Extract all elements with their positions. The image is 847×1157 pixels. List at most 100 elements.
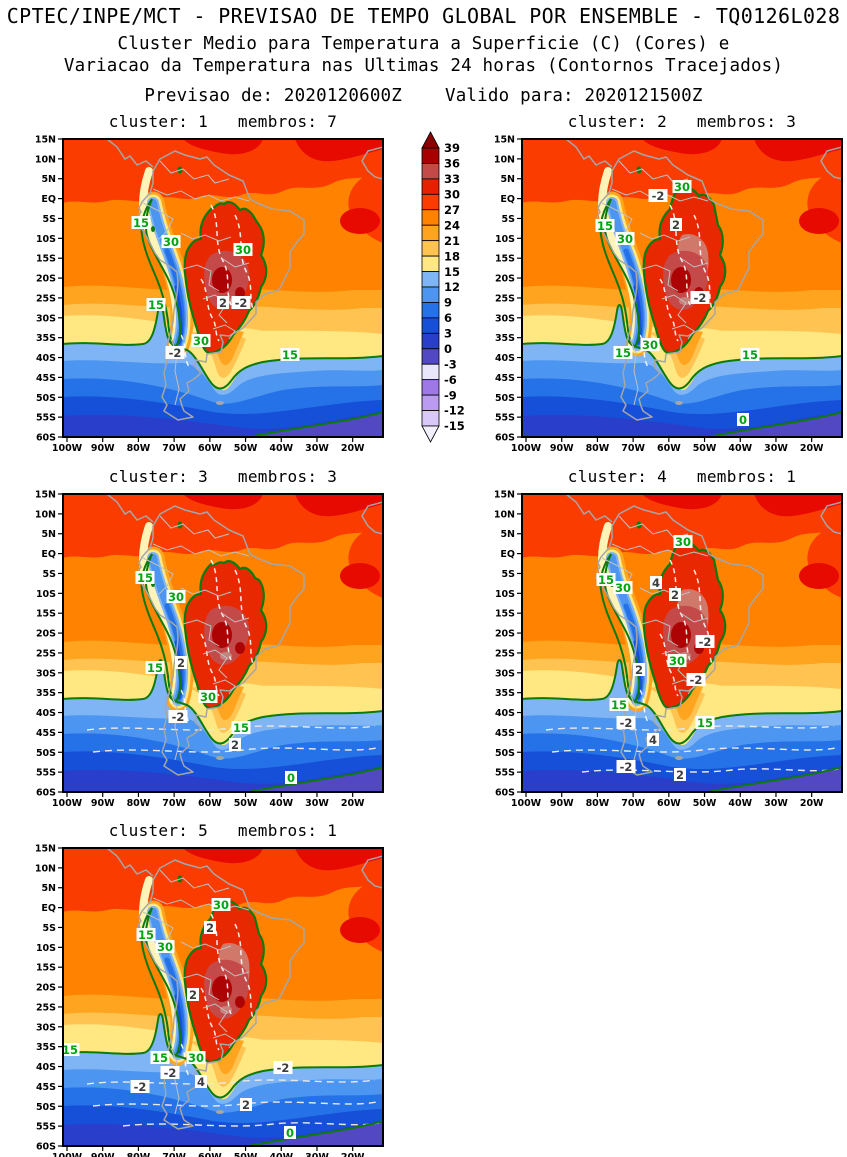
colorbar-band <box>421 147 440 164</box>
svg-text:30: 30 <box>642 338 658 352</box>
lon-axis-label: 100W <box>52 1152 83 1157</box>
lat-axis-label: 10N <box>35 509 56 520</box>
lat-axis-label: 55S <box>495 768 515 779</box>
central-america-coastline <box>106 139 154 168</box>
colorbar-tick-label: -9 <box>444 388 457 402</box>
svg-text:2: 2 <box>189 988 197 1002</box>
isotherm-label: 30 <box>161 235 181 249</box>
svg-text:30: 30 <box>213 898 229 912</box>
lat-axis-label: 5N <box>41 529 56 540</box>
cluster-1-title: cluster: 1 membros: 7 <box>108 112 338 131</box>
colorbar-band <box>421 193 440 211</box>
isotherm-label: 30 <box>640 338 660 352</box>
colorbar-band <box>421 271 440 288</box>
svg-text:30: 30 <box>617 232 633 246</box>
variation-label: 2 <box>187 988 199 1002</box>
lat-axis-label: 5N <box>41 883 56 894</box>
lat-axis-label: 5S <box>502 569 516 580</box>
isotherm-label: 30 <box>166 590 186 604</box>
lon-axis-label: 30W <box>764 443 788 454</box>
isotherm-label: 15 <box>62 1043 80 1057</box>
svg-text:30: 30 <box>235 243 251 257</box>
country-border <box>222 613 250 623</box>
variation-label: -2 <box>695 635 715 649</box>
lat-axis-label: 30S <box>36 668 56 679</box>
country-border <box>641 619 679 647</box>
lat-axis-label: 10N <box>494 154 515 165</box>
lon-axis-label: 50W <box>234 1152 258 1157</box>
isotherm-label: 15 <box>740 348 760 362</box>
colorbar-tick-label: 15 <box>444 265 460 279</box>
cluster-4-map: 30153030151542-22-2-24-2215N10N5NEQ5S10S… <box>494 490 843 809</box>
lat-axis-label: 15S <box>36 963 56 974</box>
country-border <box>202 1003 228 1033</box>
lon-axis-label: 60W <box>657 443 681 454</box>
isotherm-label: 15 <box>131 216 151 230</box>
svg-text:15: 15 <box>138 928 154 942</box>
lat-axis-label: 25S <box>36 293 56 304</box>
colorbar-band <box>421 240 440 257</box>
lat-axis-label: 35S <box>495 333 515 344</box>
variation-label: -2 <box>690 291 710 305</box>
colorbar-tick-label: 0 <box>444 342 452 356</box>
svg-text:30: 30 <box>615 581 631 595</box>
svg-text:-2: -2 <box>172 710 185 724</box>
lon-axis-label: 40W <box>728 798 752 809</box>
country-border <box>212 324 236 340</box>
lat-axis-label: 10N <box>35 154 56 165</box>
variation-label: 2 <box>204 921 216 935</box>
colorbar-band <box>421 363 440 381</box>
svg-text:2: 2 <box>672 218 680 232</box>
svg-text:15: 15 <box>697 716 713 730</box>
variation-label: 4 <box>650 576 662 590</box>
lat-axis-label: 25S <box>495 648 515 659</box>
isotherm-label: 15 <box>595 219 615 233</box>
isotherm-label: 30 <box>615 232 635 246</box>
country-border <box>202 649 228 679</box>
svg-text:-2: -2 <box>620 716 633 730</box>
lat-axis-label: 10S <box>36 234 56 245</box>
colorbar-tick-label: 24 <box>444 218 460 232</box>
isotherm-label: 0 <box>284 1126 296 1140</box>
colorbar-tick-label: -6 <box>444 373 457 387</box>
subtitle-line2: Variacao da Temperatura nas Ultimas 24 h… <box>63 56 784 76</box>
country-border <box>629 338 639 406</box>
svg-text:0: 0 <box>739 413 747 427</box>
lat-axis-label: 55S <box>36 768 56 779</box>
svg-text:15: 15 <box>62 1043 78 1057</box>
lat-axis-label: 50S <box>36 748 56 759</box>
isotherm-label: 15 <box>231 721 251 735</box>
colorbar-tick-label: 12 <box>444 280 460 294</box>
lat-axis-label: 30S <box>495 313 515 324</box>
lat-axis-label: 60S <box>495 433 515 444</box>
lon-axis-label: 100W <box>511 443 542 454</box>
svg-text:15: 15 <box>615 346 631 360</box>
forecast-validity-line: Previsao de: 2020120600Z Valido para: 20… <box>144 86 703 106</box>
country-border <box>182 973 220 1001</box>
svg-text:15: 15 <box>152 1051 168 1065</box>
islands <box>675 756 683 760</box>
country-border <box>639 587 691 597</box>
lon-axis-label: 50W <box>234 443 258 454</box>
isotherm-label: 15 <box>135 571 155 585</box>
isotherm-label: 15 <box>150 1051 170 1065</box>
lat-axis-label: 50S <box>36 393 56 404</box>
colorbar-tick-label: 33 <box>444 172 460 186</box>
lat-axis-label: 15N <box>35 490 56 501</box>
isotherm-label: 30 <box>211 898 231 912</box>
lat-axis-label: EQ <box>41 194 56 205</box>
isotherm-label: 30 <box>155 940 175 954</box>
lon-axis-label: 50W <box>234 798 258 809</box>
lon-axis-label: 80W <box>586 798 610 809</box>
lon-axis-label: 20W <box>341 443 365 454</box>
lat-axis-label: 40S <box>36 353 56 364</box>
cluster-2-title: cluster: 2 membros: 3 <box>567 112 797 131</box>
lat-axis-label: 45S <box>36 728 56 739</box>
lon-axis-label: 90W <box>550 443 574 454</box>
lat-axis-label: 55S <box>36 1122 56 1133</box>
svg-text:15: 15 <box>233 721 249 735</box>
lat-axis-label: 60S <box>495 788 515 799</box>
svg-text:-2: -2 <box>699 635 712 649</box>
svg-text:-2: -2 <box>169 346 182 360</box>
svg-text:4: 4 <box>652 576 660 590</box>
